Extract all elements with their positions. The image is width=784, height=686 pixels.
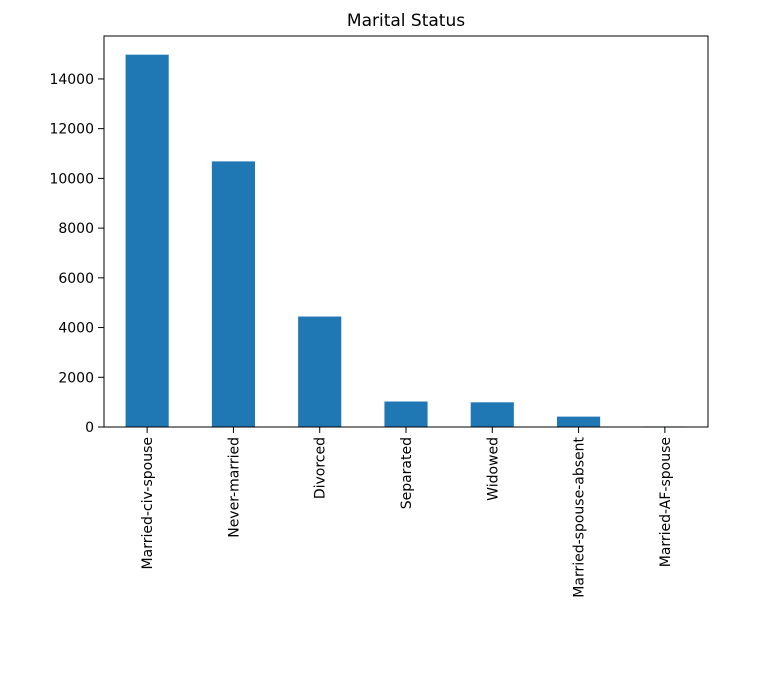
- y-tick-label: 6000: [58, 271, 94, 287]
- y-axis: 0 2000 4000 6000 8000 10000 12000 14000: [49, 72, 104, 436]
- y-tick-label: 0: [85, 420, 94, 436]
- bars-layer: [125, 54, 687, 428]
- x-tick-label: Separated: [399, 437, 415, 509]
- bar-married-spouse-absent: [557, 416, 601, 427]
- x-tick-label: Married-spouse-absent: [572, 436, 588, 597]
- x-tick-label: Never-married: [226, 437, 242, 538]
- x-tick-label: Married-AF-spouse: [658, 437, 674, 567]
- y-tick-label: 2000: [58, 370, 94, 386]
- y-tick-label: 10000: [49, 171, 94, 187]
- y-tick-label: 14000: [49, 72, 94, 88]
- x-tick-label: Divorced: [313, 437, 329, 499]
- bar-divorced: [298, 316, 342, 427]
- y-tick-label: 8000: [58, 221, 94, 237]
- bar-widowed: [470, 402, 514, 427]
- plot-frame: [103, 35, 709, 428]
- x-tick-label: Widowed: [485, 437, 501, 501]
- bar-separated: [384, 401, 428, 427]
- y-tick-label: 12000: [49, 122, 94, 138]
- bar-married-civ-spouse: [125, 54, 169, 428]
- bar-never-married: [211, 161, 255, 427]
- y-tick-label: 4000: [58, 321, 94, 337]
- x-axis: Married-civ-spouse Never-married Divorced S…: [140, 427, 674, 598]
- x-tick-label: Married-civ-spouse: [140, 437, 156, 569]
- chart-title: Marital Status: [347, 11, 465, 31]
